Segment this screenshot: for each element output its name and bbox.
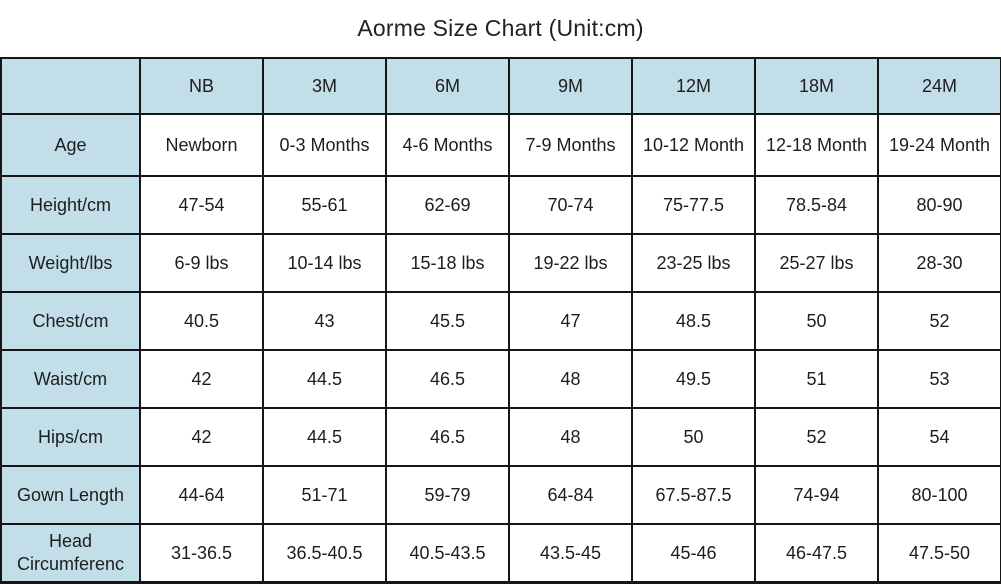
table-cell: 46-47.5 — [754, 523, 879, 583]
title-bar: Aorme Size Chart (Unit:cm) — [0, 0, 1001, 57]
column-header-18m: 18M — [754, 57, 879, 115]
table-cell: 48.5 — [631, 291, 756, 351]
table-cell: 47-54 — [139, 175, 264, 235]
table-cell: 50 — [754, 291, 879, 351]
table-cell: 44-64 — [139, 465, 264, 525]
table-cell: 52 — [877, 291, 1001, 351]
row-label-weight: Weight/lbs — [0, 233, 141, 293]
table-cell: 0-3 Months — [262, 113, 387, 177]
table-cell: 80-90 — [877, 175, 1001, 235]
table-row-waist: Waist/cm 42 44.5 46.5 48 49.5 51 53 — [0, 349, 1001, 409]
row-label-height: Height/cm — [0, 175, 141, 235]
table-cell: 53 — [877, 349, 1001, 409]
table-cell: 50 — [631, 407, 756, 467]
size-chart-table: NB 3M 6M 9M 12M 18M 24M Age Newborn 0-3 … — [0, 57, 1001, 584]
table-row-weight: Weight/lbs 6-9 lbs 10-14 lbs 15-18 lbs 1… — [0, 233, 1001, 293]
row-label-age: Age — [0, 113, 141, 177]
table-cell: 55-61 — [262, 175, 387, 235]
table-cell: 4-6 Months — [385, 113, 510, 177]
table-cell: 44.5 — [262, 407, 387, 467]
table-cell: 10-14 lbs — [262, 233, 387, 293]
table-cell: 42 — [139, 407, 264, 467]
table-row-age: Age Newborn 0-3 Months 4-6 Months 7-9 Mo… — [0, 113, 1001, 177]
table-cell: 51 — [754, 349, 879, 409]
table-cell: 23-25 lbs — [631, 233, 756, 293]
table-cell: 54 — [877, 407, 1001, 467]
size-header-row: NB 3M 6M 9M 12M 18M 24M — [0, 57, 1001, 115]
table-cell: 15-18 lbs — [385, 233, 510, 293]
table-row-chest: Chest/cm 40.5 43 45.5 47 48.5 50 52 — [0, 291, 1001, 351]
table-row-height: Height/cm 47-54 55-61 62-69 70-74 75-77.… — [0, 175, 1001, 235]
corner-cell — [0, 57, 141, 115]
table-cell: 7-9 Months — [508, 113, 633, 177]
table-cell: 49.5 — [631, 349, 756, 409]
table-cell: 25-27 lbs — [754, 233, 879, 293]
table-cell: 64-84 — [508, 465, 633, 525]
table-cell: 40.5 — [139, 291, 264, 351]
table-cell: Newborn — [139, 113, 264, 177]
table-cell: 48 — [508, 349, 633, 409]
table-cell: 40.5-43.5 — [385, 523, 510, 583]
column-header-9m: 9M — [508, 57, 633, 115]
table-cell: 78.5-84 — [754, 175, 879, 235]
table-cell: 48 — [508, 407, 633, 467]
table-cell: 47 — [508, 291, 633, 351]
column-header-nb: NB — [139, 57, 264, 115]
table-cell: 43 — [262, 291, 387, 351]
table-cell: 12-18 Month — [754, 113, 879, 177]
table-cell: 80-100 — [877, 465, 1001, 525]
table-cell: 74-94 — [754, 465, 879, 525]
table-cell: 62-69 — [385, 175, 510, 235]
table-cell: 47.5-50 — [877, 523, 1001, 583]
column-header-6m: 6M — [385, 57, 510, 115]
page-title: Aorme Size Chart (Unit:cm) — [357, 15, 644, 41]
table-cell: 42 — [139, 349, 264, 409]
table-cell: 67.5-87.5 — [631, 465, 756, 525]
table-cell: 44.5 — [262, 349, 387, 409]
table-cell: 70-74 — [508, 175, 633, 235]
table-cell: 75-77.5 — [631, 175, 756, 235]
row-label-chest: Chest/cm — [0, 291, 141, 351]
row-label-gown-length: Gown Length — [0, 465, 141, 525]
table-cell: 45-46 — [631, 523, 756, 583]
table-cell: 59-79 — [385, 465, 510, 525]
table-cell: 51-71 — [262, 465, 387, 525]
table-cell: 6-9 lbs — [139, 233, 264, 293]
column-header-3m: 3M — [262, 57, 387, 115]
table-row-gown-length: Gown Length 44-64 51-71 59-79 64-84 67.5… — [0, 465, 1001, 525]
table-cell: 46.5 — [385, 407, 510, 467]
table-cell: 46.5 — [385, 349, 510, 409]
row-label-waist: Waist/cm — [0, 349, 141, 409]
table-cell: 45.5 — [385, 291, 510, 351]
table-cell: 52 — [754, 407, 879, 467]
table-cell: 10-12 Month — [631, 113, 756, 177]
table-row-hips: Hips/cm 42 44.5 46.5 48 50 52 54 — [0, 407, 1001, 467]
column-header-12m: 12M — [631, 57, 756, 115]
table-cell: 19-22 lbs — [508, 233, 633, 293]
row-label-hips: Hips/cm — [0, 407, 141, 467]
table-cell: 19-24 Month — [877, 113, 1001, 177]
table-cell: 31-36.5 — [139, 523, 264, 583]
table-row-head-circumference: Head Circumferenc 31-36.5 36.5-40.5 40.5… — [0, 523, 1001, 583]
row-label-head-circumference: Head Circumferenc — [0, 523, 141, 583]
column-header-24m: 24M — [877, 57, 1001, 115]
table-cell: 36.5-40.5 — [262, 523, 387, 583]
table-cell: 43.5-45 — [508, 523, 633, 583]
table-cell: 28-30 — [877, 233, 1001, 293]
